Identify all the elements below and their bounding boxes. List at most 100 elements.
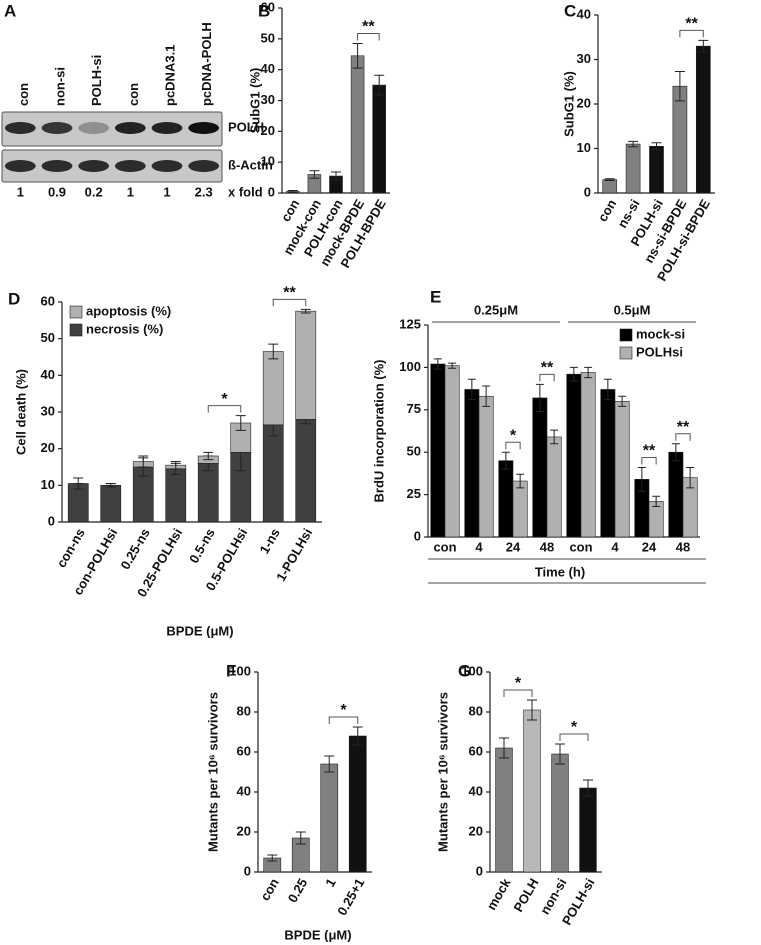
error-bar <box>331 171 341 181</box>
band <box>78 122 110 134</box>
y-tick-label: 0 <box>414 528 421 543</box>
error-bar <box>352 726 363 746</box>
error-bar <box>603 378 612 401</box>
x-tick-label: 24 <box>506 539 521 554</box>
y-tick-label: 40 <box>469 783 483 798</box>
band <box>4 122 36 134</box>
error-bar <box>637 466 646 492</box>
group-label: 0.5μM <box>614 302 651 317</box>
significance-bracket <box>539 373 555 382</box>
panel-letter: G <box>458 661 471 680</box>
x-tick-label: 0.25 <box>285 876 311 905</box>
error-bar <box>235 415 246 431</box>
y-tick-label: 10 <box>577 140 591 155</box>
bar <box>430 363 446 538</box>
bar <box>523 709 541 873</box>
band <box>114 122 146 134</box>
group-label: 0.25μM <box>474 302 518 317</box>
bar <box>320 763 339 873</box>
y-tick-label: 40 <box>41 367 55 382</box>
x-tick-label: con <box>433 539 456 554</box>
bar <box>495 747 513 873</box>
error-bar <box>535 383 544 412</box>
significance-label: ** <box>541 360 554 377</box>
x-tick-label: 24 <box>642 539 657 554</box>
band <box>114 160 146 172</box>
legend-label: apoptosis (%) <box>86 303 171 318</box>
y-tick-label: 0 <box>584 184 591 199</box>
error-bar <box>604 178 615 182</box>
y-tick-label: 30 <box>41 403 55 418</box>
error-bar <box>467 378 476 401</box>
legend-label: necrosis (%) <box>86 321 163 336</box>
y-tick-label: 20 <box>41 440 55 455</box>
x-tick-label: 1 <box>322 876 339 890</box>
error-bar <box>170 461 181 470</box>
bar-segment <box>262 351 284 426</box>
y-tick-label: 0 <box>244 863 251 878</box>
bar <box>464 389 480 538</box>
error-bar <box>287 190 298 193</box>
panel-letter: A <box>4 1 16 20</box>
y-tick-label: 80 <box>237 703 251 718</box>
significance-label: * <box>515 675 522 692</box>
lane-label: pcDNA-POLH <box>199 22 214 106</box>
y-tick-label: 30 <box>261 92 275 107</box>
y-tick-label: 125 <box>399 316 421 331</box>
significance-label: ** <box>643 443 656 460</box>
y-axis-label: SubG1 (%) <box>247 68 262 134</box>
x-tick-label: con <box>569 539 592 554</box>
error-bar <box>527 699 537 721</box>
y-tick-label: 0 <box>476 863 483 878</box>
bar <box>614 401 630 538</box>
bar <box>695 45 711 194</box>
y-tick-label: 75 <box>407 401 421 416</box>
bar <box>532 397 548 538</box>
significance-bracket <box>207 405 242 413</box>
x-axis-label: BPDE (μM) <box>284 927 351 942</box>
bar-segment <box>100 485 122 523</box>
lane-label: pcDNA3.1 <box>162 45 177 106</box>
y-tick-label: 60 <box>261 0 275 14</box>
significance-label: ** <box>283 285 296 302</box>
fold-value: 1 <box>163 184 170 199</box>
legend-swatch <box>619 328 633 342</box>
error-bar <box>501 451 510 470</box>
y-tick-label: 10 <box>41 477 55 492</box>
bar-segment <box>295 419 317 523</box>
significance-bracket <box>328 716 359 724</box>
significance-bracket <box>272 298 307 307</box>
lane-label: non-si <box>52 67 67 106</box>
fold-value: 2.3 <box>195 184 213 199</box>
error-bar <box>671 443 680 462</box>
band <box>41 122 73 134</box>
x-tick-label: 4 <box>611 539 619 554</box>
band <box>151 160 183 172</box>
panel-letter: D <box>8 289 20 308</box>
significance-label: * <box>571 719 578 736</box>
y-tick-label: 60 <box>237 743 251 758</box>
panel-letter: F <box>226 661 236 680</box>
y-tick-label: 50 <box>41 330 55 345</box>
band <box>41 160 73 172</box>
error-bar <box>138 455 149 468</box>
y-axis-label: Cell death (%) <box>13 369 28 455</box>
x-tick-label: con-ns <box>54 526 88 570</box>
legend-swatch <box>619 346 633 360</box>
bar <box>498 460 514 538</box>
bar <box>551 753 569 873</box>
error-bar <box>674 71 685 102</box>
significance-bracket <box>357 32 380 41</box>
significance-label: ** <box>677 419 690 436</box>
fold-value: 0.2 <box>85 184 103 199</box>
significance-bracket <box>503 689 533 697</box>
y-tick-label: 0 <box>48 513 55 528</box>
error-bar <box>555 743 565 765</box>
bar <box>546 436 562 538</box>
y-tick-label: 10 <box>261 154 275 169</box>
band <box>151 122 183 134</box>
bar <box>512 480 528 538</box>
error-bar <box>448 362 457 369</box>
lane-label: con <box>126 83 141 106</box>
